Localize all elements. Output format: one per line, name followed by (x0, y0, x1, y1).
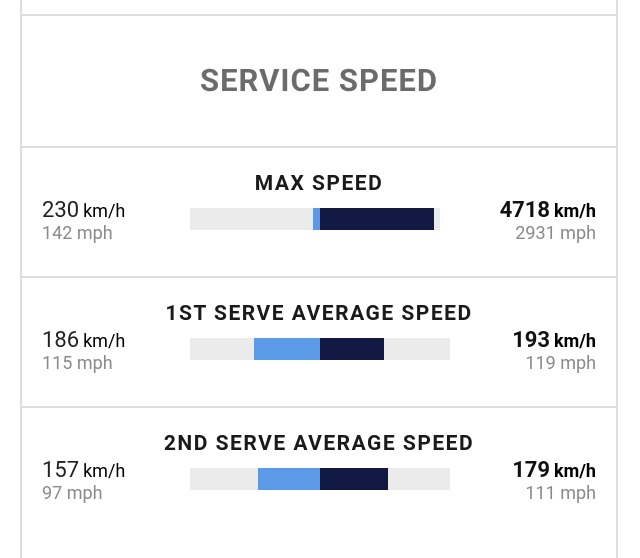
player1-mph: 142 mph (42, 223, 113, 244)
player1-mph: 115 mph (42, 353, 113, 374)
player2-value: 193 km/h 119 mph (512, 328, 596, 375)
comparison-bar (190, 338, 450, 360)
stat-row-2nd-serve-avg: 2ND SERVE AVERAGE SPEED 157 km/h 97 mph … (22, 408, 616, 536)
player2-bar-fill (320, 208, 434, 230)
player1-kmh: 157 (42, 458, 80, 483)
stat-row-max-speed: MAX SPEED 230 km/h 142 mph 4718 km/h 293… (22, 148, 616, 276)
player1-bar-fill (254, 338, 320, 360)
stat-label: MAX SPEED (254, 172, 384, 196)
player2-mph: 119 mph (525, 353, 596, 374)
service-speed-card (20, 0, 618, 558)
comparison-bar (190, 208, 440, 230)
player2-value: 179 km/h 111 mph (512, 458, 596, 505)
player1-kmh: 230 (42, 198, 80, 223)
player1-value: 186 km/h 115 mph (42, 328, 125, 375)
player2-kmh: 193 (512, 328, 551, 353)
player1-kmh-unit: km/h (83, 201, 126, 222)
player2-value: 4718 km/h 2931 mph (500, 198, 596, 245)
divider (20, 146, 618, 148)
player1-kmh-unit: km/h (83, 331, 126, 352)
player2-kmh-unit: km/h (554, 331, 596, 352)
divider (20, 14, 618, 16)
player2-kmh: 4718 (499, 198, 551, 223)
player2-bar-fill (320, 338, 384, 360)
player1-bar-fill (258, 468, 320, 490)
stat-label: 2ND SERVE AVERAGE SPEED (163, 432, 475, 456)
comparison-bar (190, 468, 450, 490)
player1-value: 230 km/h 142 mph (42, 198, 125, 245)
divider (20, 276, 618, 278)
player1-bar-fill (313, 208, 320, 230)
player1-value: 157 km/h 97 mph (42, 458, 125, 505)
stat-label: 1ST SERVE AVERAGE SPEED (165, 302, 473, 326)
divider (20, 406, 618, 408)
stat-row-1st-serve-avg: 1ST SERVE AVERAGE SPEED 186 km/h 115 mph… (22, 278, 616, 406)
player2-bar-fill (320, 468, 388, 490)
player1-kmh-unit: km/h (83, 461, 126, 482)
player1-mph: 97 mph (42, 483, 103, 504)
player2-kmh: 179 (512, 458, 551, 483)
player1-kmh: 186 (42, 328, 80, 353)
player2-kmh-unit: km/h (554, 201, 596, 222)
player2-mph: 111 mph (525, 483, 596, 504)
player2-mph: 2931 mph (515, 223, 596, 244)
section-title: SERVICE SPEED (200, 62, 438, 99)
player2-kmh-unit: km/h (554, 461, 596, 482)
